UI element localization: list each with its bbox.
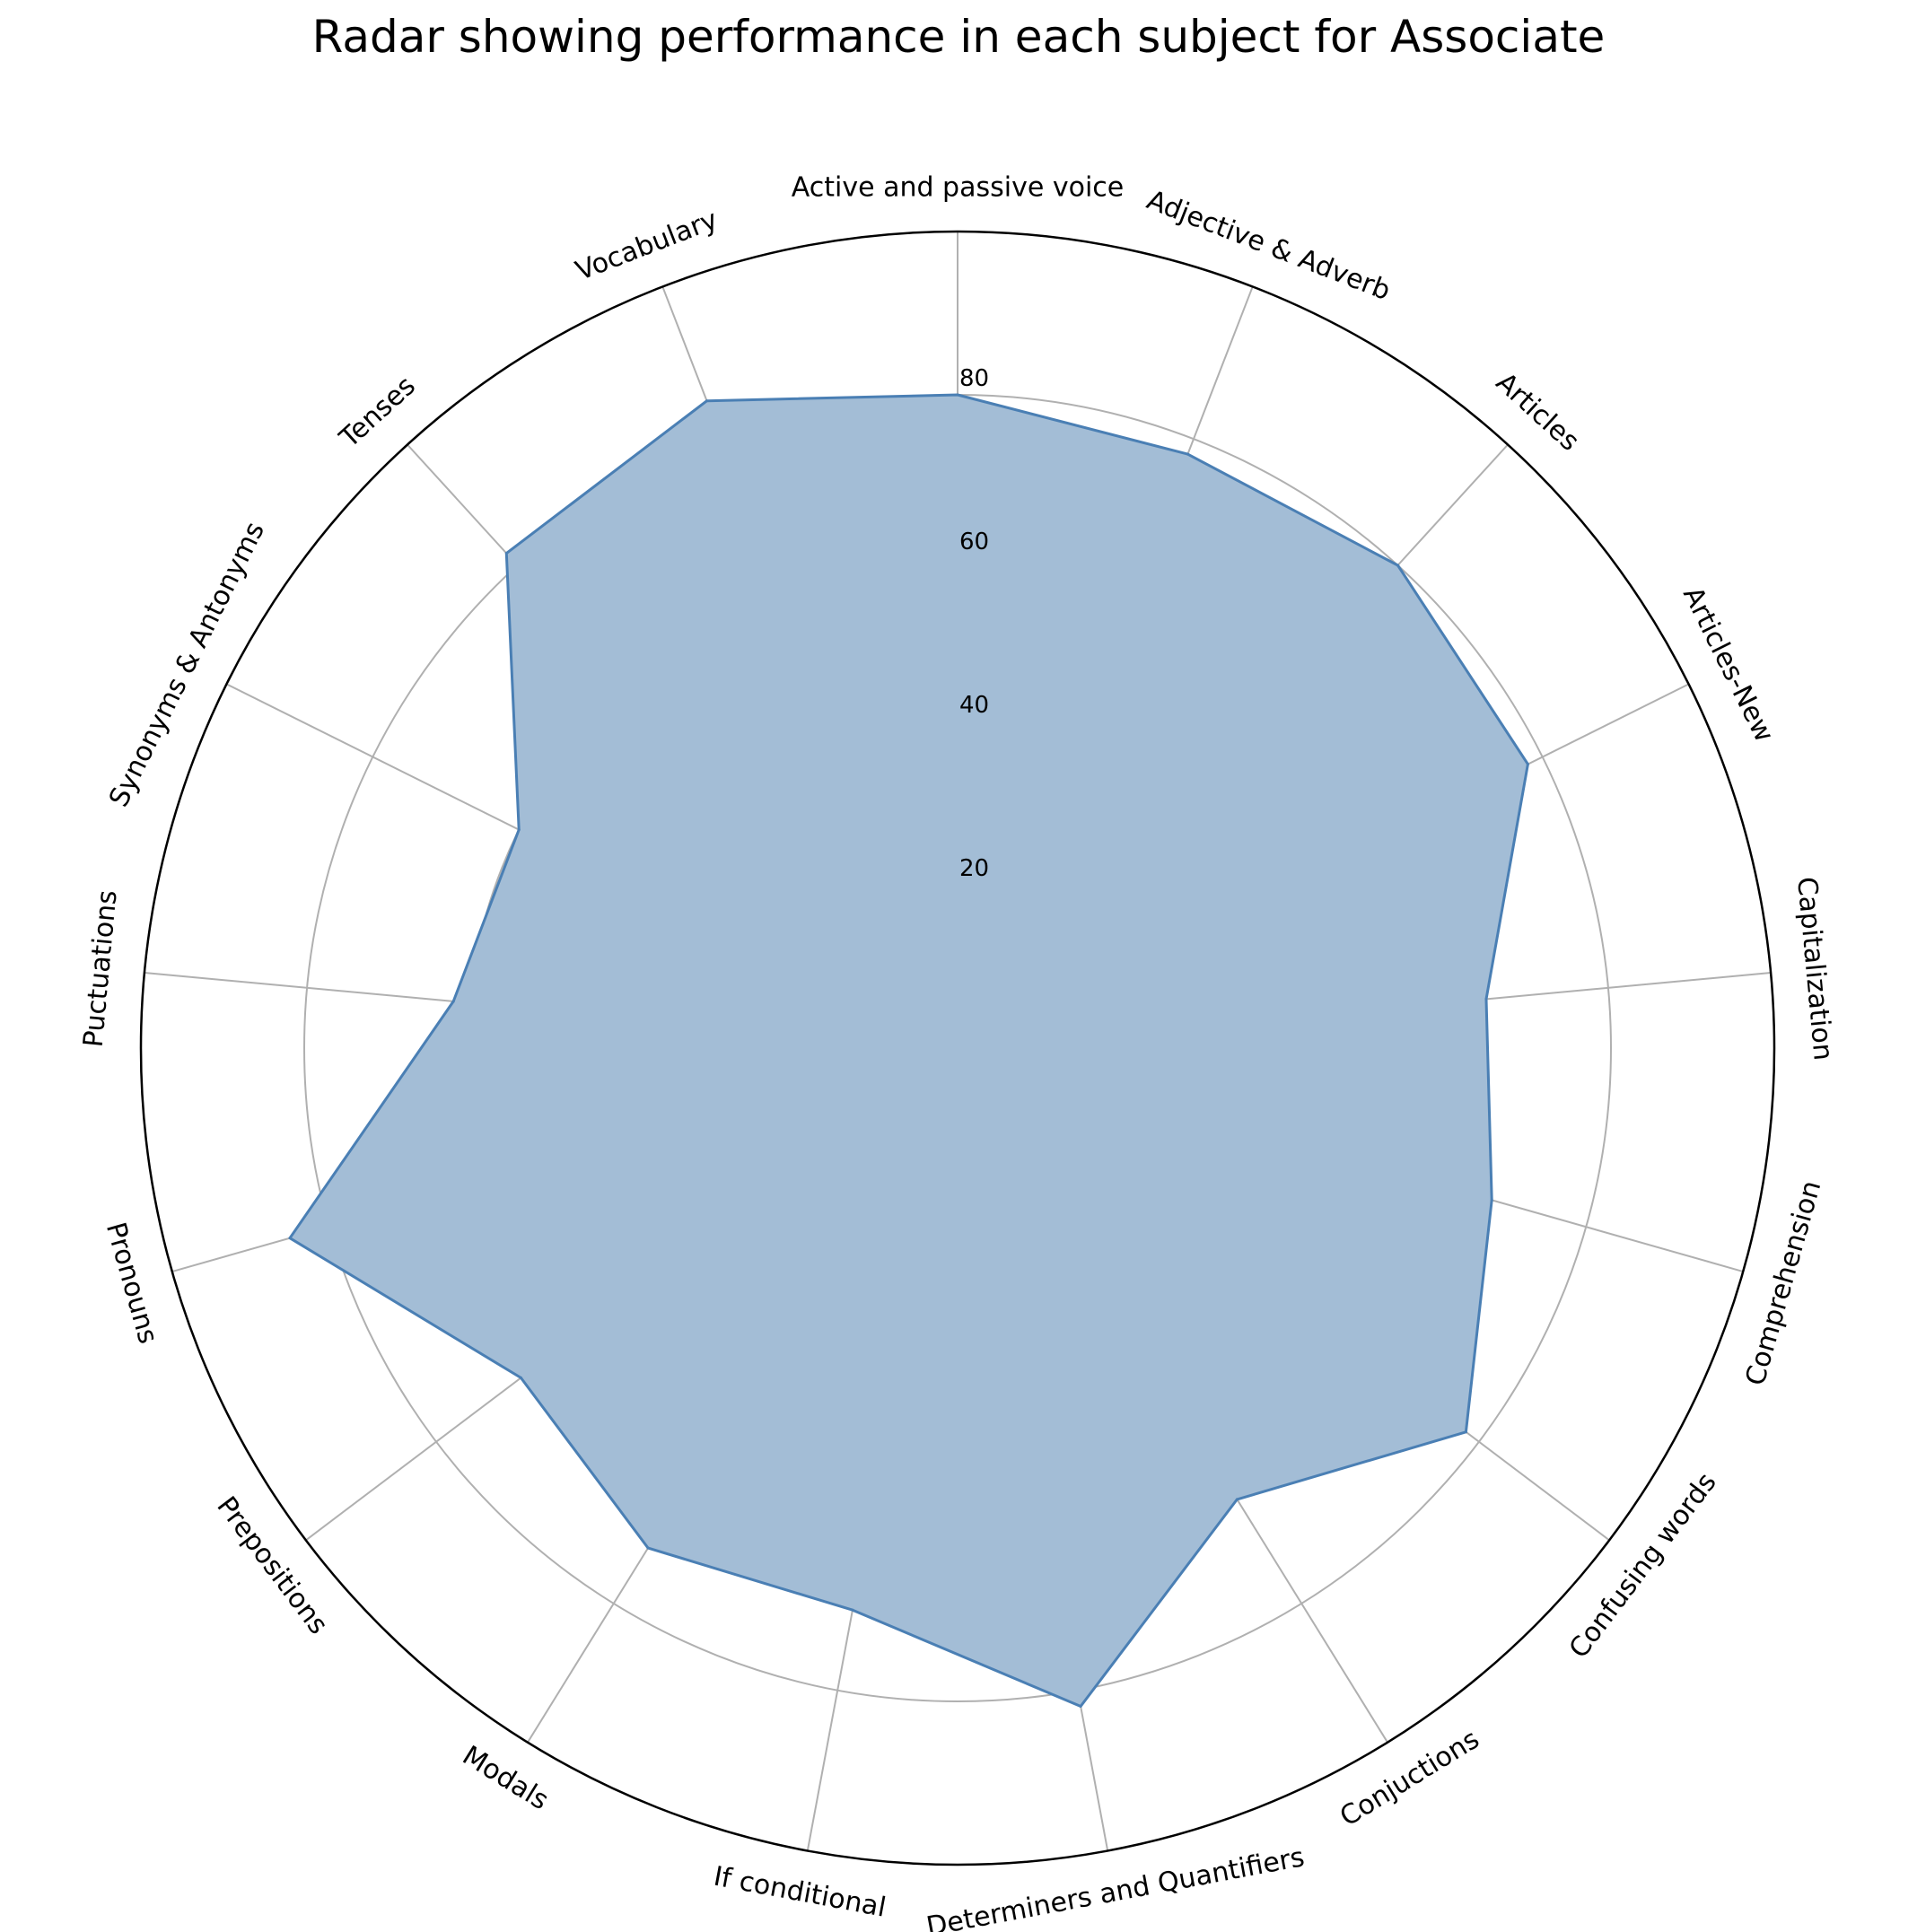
data-point <box>517 828 521 832</box>
data-point <box>646 1546 650 1550</box>
data-point <box>451 1000 455 1003</box>
category-label: Modals <box>457 1740 554 1816</box>
category-label: Tenses <box>333 371 422 455</box>
category-label: Puctuations <box>78 889 124 1049</box>
category-label: Vocabulary <box>572 204 722 287</box>
category-label: Articles-New <box>1676 582 1780 747</box>
category-label: Capitalization <box>1790 876 1839 1062</box>
category-label: Pronouns <box>100 1219 164 1347</box>
category-label: Determiners and Quantifiers <box>924 1841 1308 1932</box>
category-label: Active and passive voice <box>792 172 1124 204</box>
category-label: Comprehension <box>1739 1177 1827 1389</box>
category-label: Prepositions <box>210 1491 334 1639</box>
radial-tick-label: 80 <box>959 365 989 392</box>
data-point <box>1484 997 1488 1001</box>
category-label: Articles <box>1490 367 1585 458</box>
data-point <box>288 1237 292 1240</box>
category-label: Conjuctions <box>1335 1724 1484 1833</box>
category-label: If conditional <box>711 1861 888 1924</box>
radial-tick-label: 60 <box>959 529 989 555</box>
data-point <box>1396 564 1399 567</box>
data-point <box>956 393 959 397</box>
chart-title: Radar showing performance in each subjec… <box>311 11 1606 63</box>
data-point <box>851 1608 854 1612</box>
data-point <box>705 399 709 403</box>
data-point <box>519 1376 522 1379</box>
series-area <box>288 393 1529 1708</box>
category-label: Synonyms & Antonyms <box>103 517 271 811</box>
radial-tick-label: 20 <box>959 855 989 882</box>
data-point <box>1235 1498 1239 1501</box>
radial-tick-labels: 20 40 60 80 <box>959 365 989 882</box>
data-point <box>1464 1430 1467 1434</box>
category-label: Confusing words <box>1563 1467 1723 1665</box>
radial-tick-label: 40 <box>959 692 989 719</box>
data-point <box>1526 763 1529 766</box>
data-point <box>1079 1704 1082 1708</box>
data-point <box>1186 452 1189 456</box>
data-point <box>504 552 508 555</box>
category-label: Adjective & Adverb <box>1142 184 1395 307</box>
data-point <box>1490 1198 1493 1202</box>
radar-data <box>288 393 1529 1708</box>
polar-frame <box>139 230 1776 1866</box>
